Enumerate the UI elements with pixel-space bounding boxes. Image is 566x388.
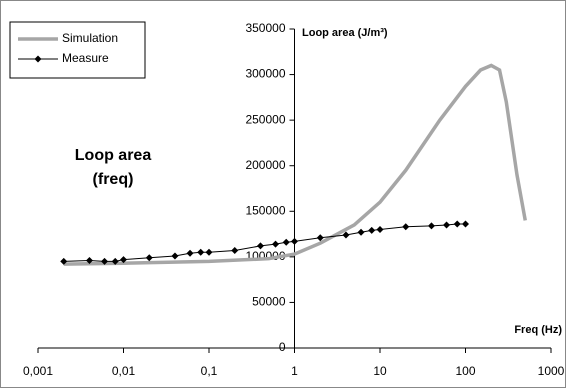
marker	[60, 257, 68, 265]
y-tick-label: 0	[279, 340, 286, 354]
x-tick-label: 1000	[538, 364, 565, 378]
marker	[427, 222, 435, 230]
marker	[357, 228, 365, 236]
marker	[231, 246, 239, 254]
legend-marker	[34, 55, 42, 63]
x-tick-label: 0,01	[112, 364, 136, 378]
y-tick-label: 200000	[245, 158, 285, 172]
y-tick-label: 50000	[252, 295, 286, 309]
x-tick-label: 0,001	[23, 364, 53, 378]
marker	[443, 221, 451, 229]
marker	[171, 252, 179, 260]
marker	[256, 242, 264, 250]
marker	[402, 223, 410, 231]
marker	[85, 257, 93, 265]
marker	[186, 249, 194, 257]
marker	[282, 238, 290, 246]
y-tick-label: 350000	[245, 21, 285, 35]
legend-box	[9, 21, 146, 79]
marker	[376, 226, 384, 234]
x-tick-label: 10	[373, 364, 387, 378]
annotation: Loop area	[75, 147, 152, 164]
legend-label: Measure	[62, 51, 109, 65]
x-tick-label: 100	[455, 364, 475, 378]
marker	[462, 220, 469, 228]
legend-label: Simulation	[62, 31, 118, 45]
series-line	[63, 63, 527, 266]
x-axis-title: Freq (Hz)	[514, 324, 562, 336]
x-tick-label: 1	[291, 364, 298, 378]
marker	[368, 226, 376, 234]
marker	[197, 248, 205, 256]
marker	[111, 257, 119, 265]
y-tick-label: 150000	[245, 203, 285, 217]
marker	[453, 220, 461, 228]
marker	[205, 248, 213, 256]
y-axis-title: Loop area (J/m³)	[302, 27, 388, 39]
marker	[145, 254, 153, 262]
marker	[272, 240, 280, 248]
y-tick-label: 250000	[245, 112, 285, 126]
y-tick-label: 300000	[245, 67, 285, 81]
marker	[120, 256, 127, 264]
marker	[342, 231, 350, 239]
marker	[291, 237, 298, 245]
x-tick-label: 0,1	[201, 364, 218, 378]
annotation: (freq)	[93, 171, 134, 188]
marker	[316, 234, 324, 242]
marker	[101, 257, 109, 265]
